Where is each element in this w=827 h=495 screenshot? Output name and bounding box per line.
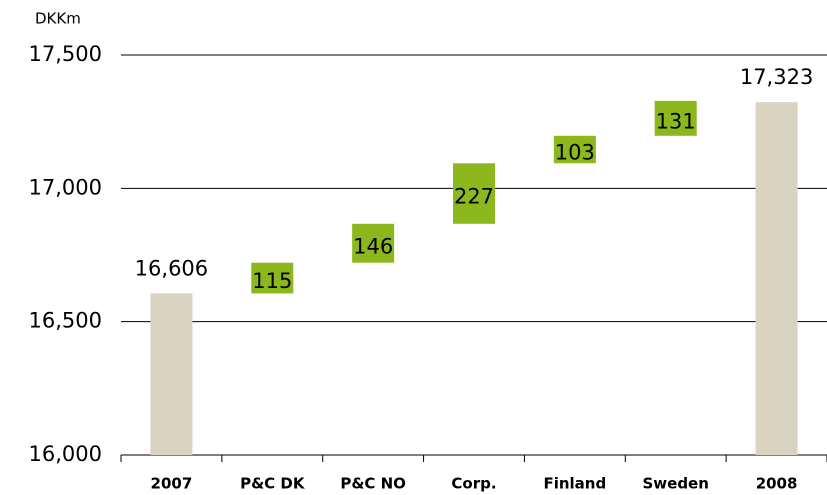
x-tick-label: 2008 [756,475,798,493]
value-label: 115 [252,269,292,293]
y-tick-label: 16,000 [29,442,102,466]
bar [553,135,596,164]
x-tick-label: Finland [543,475,606,493]
bar [755,102,798,455]
x-tick-label: P&C NO [340,475,406,493]
bar [251,262,294,294]
bar [150,293,193,455]
value-label: 227 [454,185,494,209]
bar [352,223,395,263]
value-label: 103 [555,141,595,165]
y-tick-label: 16,500 [29,309,102,333]
x-tick-label: P&C DK [240,475,306,493]
x-tick-label: Sweden [642,475,708,493]
bar [654,100,697,136]
bar [453,163,495,224]
y-tick-label: 17,000 [29,175,102,199]
unit-label: DKKm [35,10,81,28]
x-tick-label: 2007 [151,475,193,493]
value-label: 17,323 [740,65,813,89]
value-label: 146 [353,234,393,258]
value-label: 131 [656,109,696,133]
y-tick-label: 17,500 [29,42,102,66]
value-label: 16,606 [135,256,208,280]
x-tick-label: Corp. [451,475,496,493]
